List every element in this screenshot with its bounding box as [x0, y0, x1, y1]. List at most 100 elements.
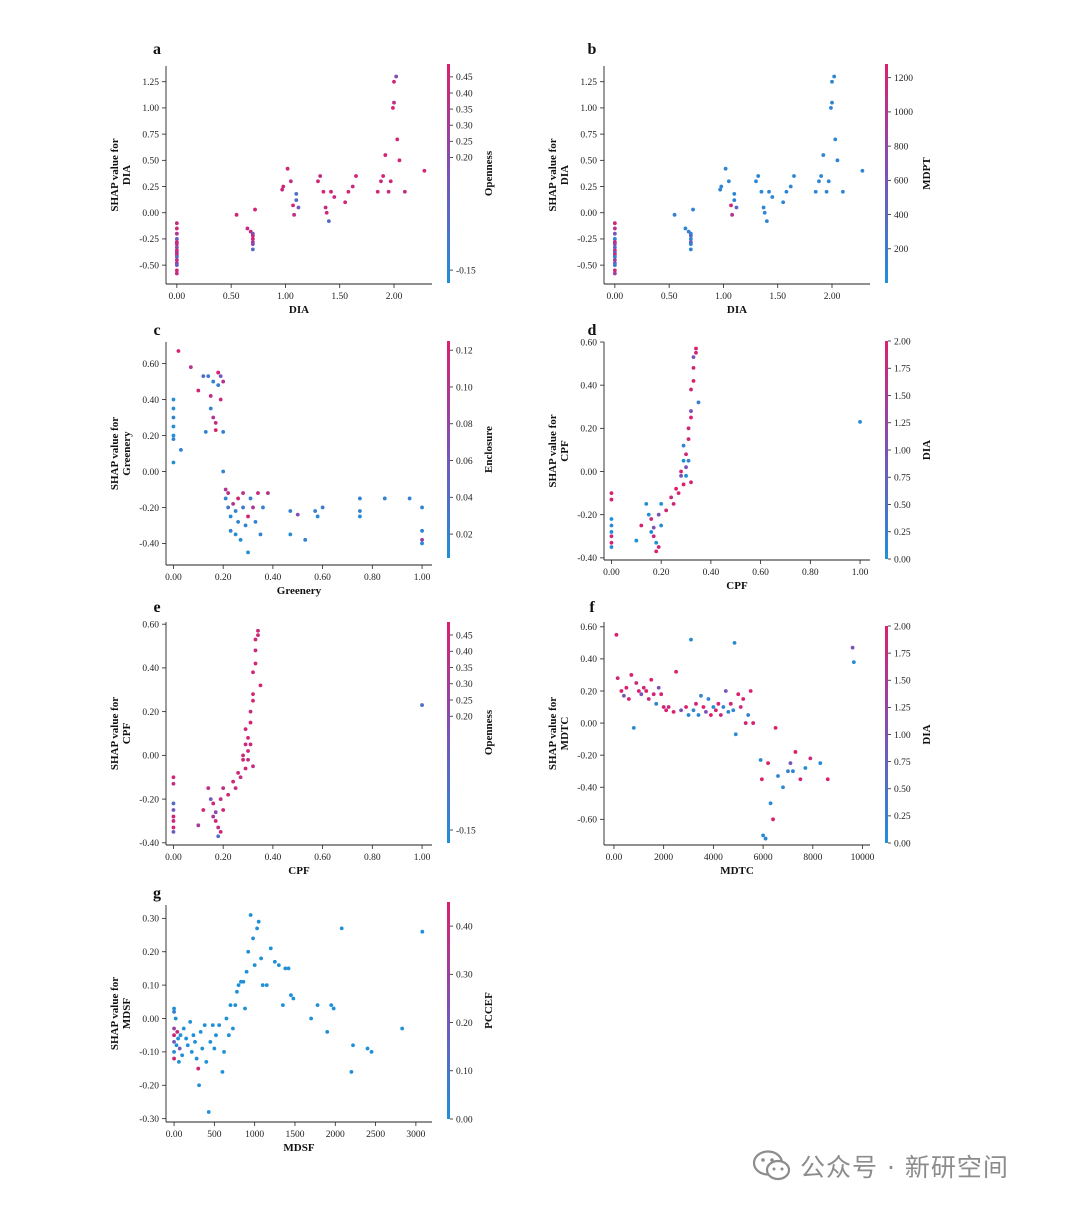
data-point: [261, 505, 265, 510]
data-point: [723, 689, 728, 693]
data-point: [826, 179, 831, 184]
colorbar-tick-label: 1.50: [894, 392, 911, 402]
colorbar-tick-label: 1.75: [894, 649, 911, 659]
data-point: [818, 761, 823, 766]
y-tick-label: -0.40: [139, 540, 159, 550]
data-point: [768, 801, 773, 806]
data-point: [803, 766, 808, 770]
data-point: [654, 701, 659, 706]
data-point: [258, 532, 263, 537]
data-point: [788, 761, 793, 766]
data-point: [238, 775, 243, 780]
data-point: [382, 496, 387, 501]
data-point: [639, 692, 644, 697]
x-tick-label: 0.00: [169, 292, 186, 302]
data-point: [654, 549, 659, 554]
data-point: [221, 430, 226, 434]
colorbar: [885, 626, 888, 843]
data-point: [318, 174, 323, 178]
y-tick-label: 1.25: [142, 78, 159, 88]
colorbar: [447, 341, 450, 558]
data-point: [773, 725, 778, 730]
data-point: [174, 254, 179, 259]
data-point: [193, 1039, 197, 1044]
colorbar-tick-label: 0.35: [456, 664, 473, 674]
colorbar-tick-label: 1.50: [894, 677, 911, 687]
colorbar-tick-label: 0.45: [456, 631, 473, 641]
colorbar-tick-label: 0.00: [894, 555, 911, 565]
data-point: [748, 689, 753, 693]
data-point: [793, 750, 798, 754]
data-point: [612, 263, 617, 268]
data-point: [224, 1016, 229, 1021]
colorbar-tick-label: 1200: [894, 74, 913, 84]
x-tick-label: 0.80: [364, 573, 381, 583]
data-point: [358, 496, 362, 501]
x-tick-label: 1.50: [769, 292, 786, 302]
data-point: [326, 219, 331, 224]
data-point: [850, 645, 855, 650]
y-tick-label: 0.00: [142, 752, 159, 762]
data-point: [204, 1060, 209, 1064]
data-point: [233, 786, 238, 791]
data-point: [283, 966, 288, 971]
data-point: [198, 1029, 203, 1034]
data-point: [349, 1070, 354, 1074]
colorbar-tick-label: 0.20: [456, 1019, 473, 1029]
y-tick-label: -0.40: [139, 839, 159, 849]
data-point: [788, 184, 793, 189]
y-tick-label: 0.60: [142, 620, 159, 630]
data-point: [206, 374, 211, 379]
y-tick-label: -0.20: [577, 751, 597, 761]
data-point: [339, 926, 344, 931]
data-point: [266, 491, 270, 495]
colorbar-tick-label: 600: [894, 177, 909, 187]
data-point: [233, 509, 238, 513]
colorbar-tick-label: 1.25: [894, 704, 911, 714]
data-point: [181, 1026, 186, 1031]
colorbar: [447, 902, 450, 1119]
colorbar-tick-label: 0.30: [456, 121, 473, 131]
data-point: [174, 257, 179, 262]
panel-g: g 0.00 500 1000 1500 2000 2500 3000 -0.30 -0.20 -0…: [109, 885, 495, 1154]
data-point: [243, 1006, 247, 1011]
data-point: [776, 774, 780, 778]
data-point: [688, 237, 693, 241]
data-point: [766, 761, 770, 766]
data-point: [621, 693, 626, 698]
data-point: [634, 538, 639, 543]
data-point: [315, 514, 320, 519]
data-point: [212, 1046, 217, 1051]
y-tick-label: -0.40: [577, 554, 597, 564]
data-point: [243, 727, 248, 732]
data-point: [609, 530, 614, 534]
data-point: [256, 628, 260, 633]
data-point: [172, 1033, 176, 1038]
data-point: [316, 179, 320, 184]
y-tick-label: 0.00: [580, 719, 597, 729]
data-point: [250, 233, 255, 238]
data-point: [171, 814, 176, 819]
y-tick-label: -0.20: [139, 1082, 159, 1092]
data-point: [171, 433, 176, 438]
data-point: [238, 537, 243, 542]
data-point: [196, 823, 201, 828]
data-point: [218, 374, 223, 379]
data-point: [245, 226, 250, 231]
data-point: [251, 505, 255, 510]
data-point: [246, 949, 251, 954]
y-axis-label-line: CPF: [121, 723, 133, 745]
data-point: [626, 697, 631, 701]
data-point: [248, 496, 253, 501]
data-point: [246, 757, 250, 762]
data-point: [294, 198, 299, 203]
panel-letter: f: [589, 599, 595, 616]
y-tick-label: 0.60: [142, 360, 159, 370]
data-point: [201, 374, 206, 379]
data-point: [634, 681, 639, 685]
data-point: [208, 406, 213, 411]
colorbar-tick-label: 2.00: [894, 622, 911, 632]
data-point: [743, 721, 748, 725]
panel-a: a 0.00 0.50 1.00 1.50 2.00 -0.50 -0.25 0.00 0.25 0…: [109, 41, 495, 316]
data-point: [716, 701, 721, 706]
